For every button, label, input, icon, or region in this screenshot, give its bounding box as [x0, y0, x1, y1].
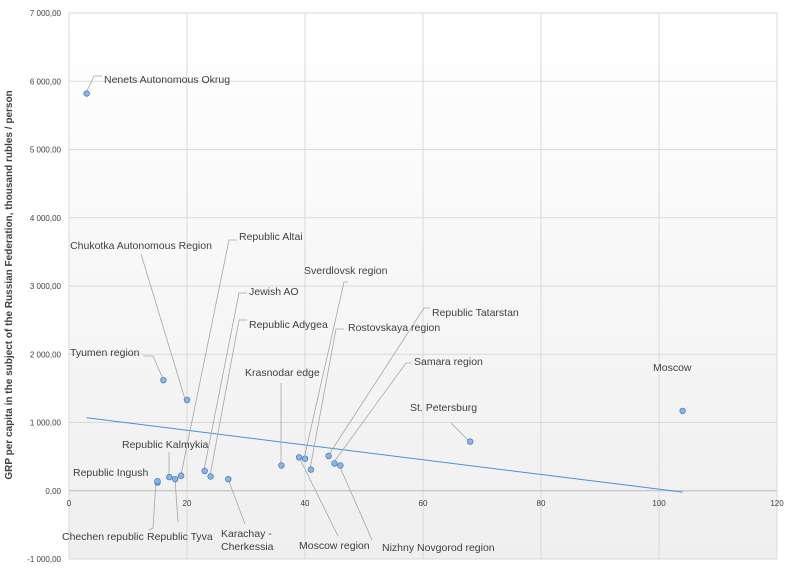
leader-line	[148, 480, 157, 531]
data-label: Karachay -Cherkessia	[221, 528, 274, 553]
leader-line	[309, 328, 344, 470]
data-point	[307, 466, 315, 473]
x-tick-label: 100	[652, 499, 666, 508]
data-label: Republic Adygea	[249, 319, 328, 331]
data-point	[201, 467, 208, 475]
y-tick-label: 2 000,00	[30, 350, 62, 359]
axis-ticks: -1 000,00 0,00 1 000,00 2 000,00 3 000,00 4 0…	[27, 9, 784, 564]
leader-line	[180, 239, 237, 476]
data-point	[83, 90, 90, 97]
leader-line	[327, 307, 430, 457]
data-label: Chukotka Autonomous Region	[70, 240, 212, 252]
y-tick-label: 0,00	[45, 487, 61, 496]
leader-line	[333, 362, 412, 463]
data-point	[207, 473, 214, 480]
y-tick-label: -1 000,00	[27, 555, 61, 564]
leader-line	[209, 319, 247, 477]
data-point	[171, 475, 179, 483]
y-tick-label: 1 000,00	[30, 419, 62, 428]
data-point	[295, 454, 303, 461]
leader-line	[143, 355, 164, 380]
trendline-group	[86, 417, 683, 493]
data-label: Rostovskaya region	[348, 322, 440, 334]
leader-line	[85, 75, 102, 94]
data-point	[325, 452, 332, 460]
data-point	[183, 396, 191, 404]
data-point	[301, 455, 309, 462]
data-point	[160, 376, 167, 384]
data-point	[679, 407, 686, 415]
leader-line	[227, 478, 246, 525]
data-point	[331, 460, 338, 467]
data-label: Chechen republic	[62, 531, 144, 543]
data-label: Nenets Autonomous Okrug	[104, 74, 230, 86]
x-tick-label: 20	[183, 499, 192, 508]
data-label: Republic Tyva	[147, 531, 213, 543]
leader-line	[203, 292, 247, 471]
leader-line	[298, 456, 339, 537]
data-label: Krasnodar edge	[245, 367, 320, 379]
data-label: Sverdlovsk region	[304, 265, 388, 277]
data-labels: Nenets Autonomous Okrug Chukotka Autonomo…	[62, 74, 692, 554]
data-point	[467, 438, 474, 445]
data-point	[166, 473, 173, 481]
data-label: Republic Tatarstan	[432, 307, 519, 319]
leader-line	[174, 478, 179, 523]
data-points	[83, 90, 686, 486]
data-label: Samara region	[414, 356, 483, 368]
data-label: Republic Kalmykia	[122, 439, 209, 451]
y-tick-label: 4 000,00	[30, 214, 62, 223]
data-label: Tyumen region	[70, 347, 140, 359]
y-tick-label: 3 000,00	[30, 282, 62, 291]
data-label: Nizhny Novgorod region	[382, 542, 495, 554]
data-point	[225, 475, 232, 483]
data-label: Moscow region	[299, 540, 370, 552]
y-tick-label: 5 000,00	[30, 146, 62, 155]
leader-line	[338, 464, 373, 541]
x-tick-label: 0	[67, 499, 72, 508]
x-tick-label: 40	[301, 499, 310, 508]
leader-line	[303, 281, 348, 460]
data-label: St. Petersburg	[410, 402, 477, 414]
y-axis-label: GRP per capita in the subject of the Rus…	[4, 90, 15, 479]
y-tick-label: 7 000,00	[30, 9, 62, 18]
data-point	[278, 462, 285, 469]
data-point	[154, 477, 161, 485]
data-label: Republic Ingush	[73, 467, 148, 479]
data-point	[177, 472, 185, 479]
data-label: Republic Altai	[239, 231, 303, 243]
leader-line	[140, 253, 186, 400]
y-tick-label: 6 000,00	[30, 77, 62, 86]
leader-lines	[85, 75, 470, 541]
gridlines	[68, 12, 778, 560]
data-point	[337, 462, 344, 469]
trendline	[86, 417, 683, 493]
x-tick-label: 60	[419, 499, 428, 508]
data-label: Moscow	[653, 362, 692, 374]
leader-line	[450, 422, 470, 442]
x-tick-label: 120	[770, 499, 784, 508]
x-tick-label: 80	[537, 499, 546, 508]
data-label: Jewish AO	[249, 286, 299, 298]
